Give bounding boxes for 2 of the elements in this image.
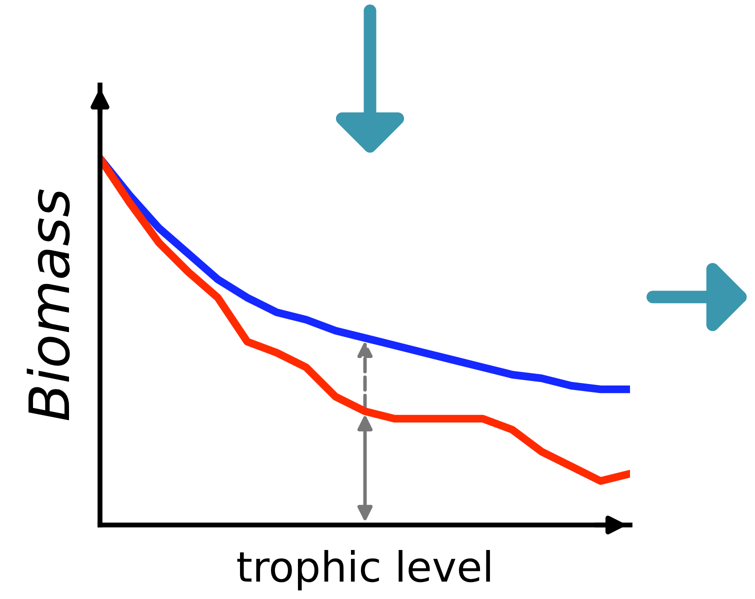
x-axis-title: trophic level — [237, 550, 490, 590]
y-axis-title: Biomass — [26, 189, 70, 420]
